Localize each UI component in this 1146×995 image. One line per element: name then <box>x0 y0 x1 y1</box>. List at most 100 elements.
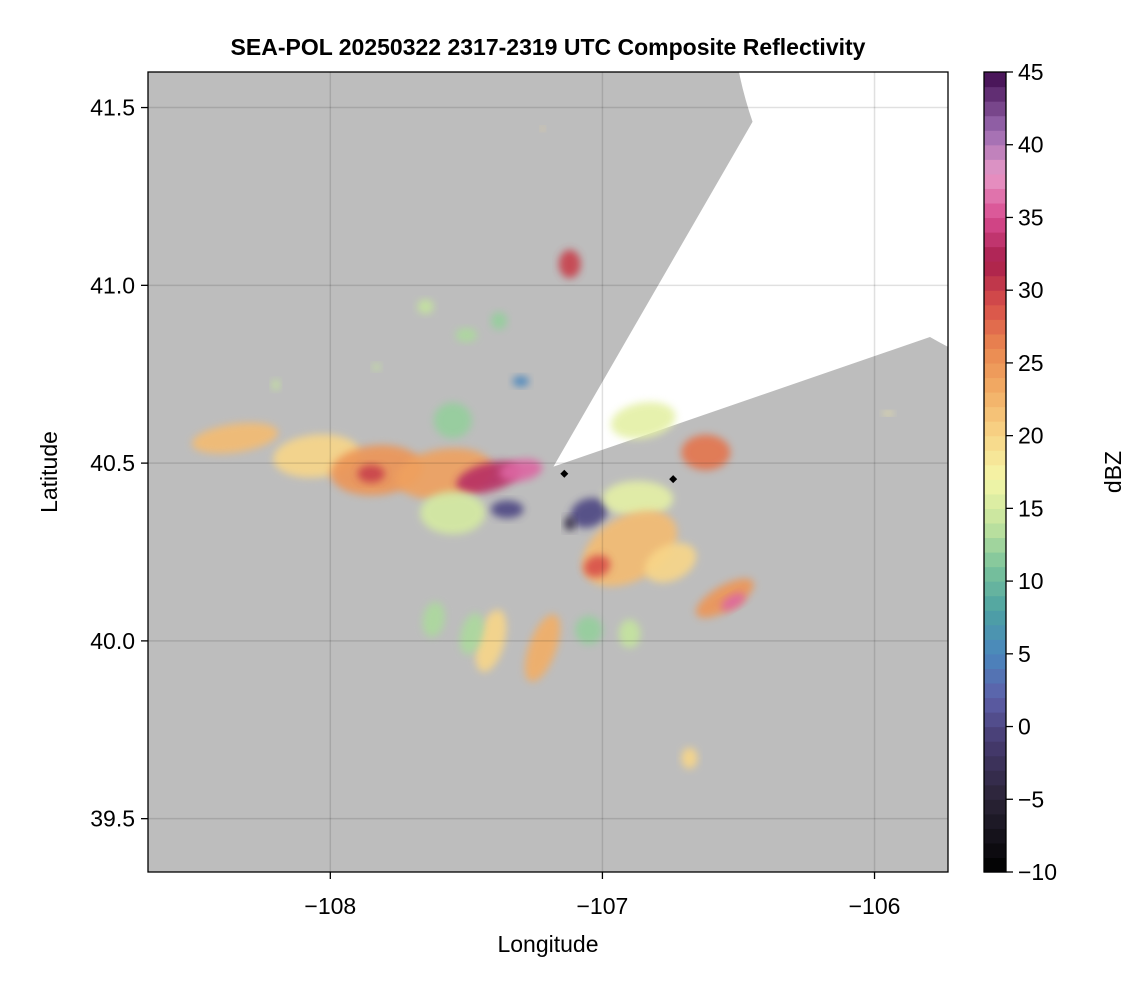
colorbar-segment-46 <box>984 188 1006 204</box>
colorbar-segment-36 <box>984 333 1006 349</box>
colorbar-segment-6 <box>984 770 1006 786</box>
echo-cell-17 <box>720 593 746 611</box>
colorbar-tick-label-6: 20 <box>1018 423 1044 449</box>
colorbar-frame <box>983 71 1007 873</box>
colorbar-segment-39 <box>984 290 1006 306</box>
colorbar-segment-11 <box>984 697 1006 713</box>
colorbar-segment-40 <box>984 275 1006 291</box>
y-tick-label-3: 41.0 <box>90 272 135 298</box>
colorbar-label: dBZ <box>1100 451 1126 493</box>
colorbar-segment-2 <box>984 828 1006 844</box>
echo-cell-28 <box>490 312 508 330</box>
colorbar-tick-label-3: 5 <box>1018 641 1031 667</box>
colorbar-segment-26 <box>984 479 1006 495</box>
x-tick-label-0: −108 <box>304 893 356 919</box>
colorbar-segment-5 <box>984 784 1006 800</box>
colorbar-segment-1 <box>984 842 1006 859</box>
colorbar-tick-label-0: −10 <box>1018 859 1057 885</box>
x-axis-label: Longitude <box>497 931 598 957</box>
y-tick-label-0: 39.5 <box>90 806 135 832</box>
reflectivity-echoes <box>191 126 894 769</box>
colorbar-segment-53 <box>984 86 1006 102</box>
colorbar-segment-38 <box>984 304 1006 320</box>
colorbar: −10 −5 0 5 10 15 20 25 30 35 40 45 <box>983 59 1057 885</box>
echo-cell-21 <box>459 612 484 655</box>
colorbar-segment-17 <box>984 610 1006 626</box>
colorbar-segment-23 <box>984 522 1006 539</box>
echo-cell-7 <box>420 491 486 535</box>
radar-coverage-area <box>553 72 948 467</box>
echo-cell-24 <box>575 616 603 645</box>
echo-cell-26 <box>558 249 581 279</box>
colorbar-tick-label-2: 0 <box>1018 714 1031 740</box>
colorbar-tick-label-5: 15 <box>1018 495 1044 521</box>
colorbar-segment-10 <box>984 712 1006 728</box>
echo-cell-18 <box>681 434 731 471</box>
colorbar-segment-49 <box>984 144 1006 160</box>
colorbar-segment-20 <box>984 566 1006 582</box>
echo-cell-3 <box>357 464 385 483</box>
colorbar-segment-27 <box>984 464 1006 480</box>
colorbar-segment-3 <box>984 813 1006 829</box>
echo-cell-22 <box>524 614 561 682</box>
colorbar-segment-31 <box>984 406 1006 422</box>
y-tick-label-4: 41.5 <box>90 95 135 121</box>
colorbar-tick-label-7: 25 <box>1018 350 1044 376</box>
echo-cell-33 <box>271 379 280 391</box>
echo-cell-10 <box>570 498 608 528</box>
colorbar-tick-label-1: −5 <box>1018 786 1044 812</box>
plot-frame <box>147 71 949 873</box>
colorbar-segment-21 <box>984 552 1006 568</box>
colorbar-segment-12 <box>984 682 1006 699</box>
location-markers <box>560 469 678 484</box>
colorbar-segment-4 <box>984 799 1006 815</box>
colorbar-segment-35 <box>984 348 1006 364</box>
colorbar-segment-14 <box>984 653 1006 669</box>
colorbar-segment-34 <box>984 362 1006 379</box>
colorbar-segment-18 <box>984 595 1006 611</box>
y-axis-ticks: 39.5 40.0 40.5 41.0 41.5 <box>90 95 148 832</box>
echo-cell-11 <box>564 516 576 531</box>
colorbar-segment-15 <box>984 639 1006 655</box>
colorbar-segment-54 <box>984 72 1006 88</box>
echo-cell-23 <box>422 601 445 638</box>
echo-cell-27 <box>681 747 698 769</box>
colorbar-segment-9 <box>984 726 1006 742</box>
colorbar-segment-41 <box>984 261 1006 277</box>
colorbar-segment-19 <box>984 581 1006 597</box>
colorbar-segment-8 <box>984 741 1006 757</box>
colorbar-tick-label-8: 30 <box>1018 277 1044 303</box>
y-tick-label-1: 40.0 <box>90 628 135 654</box>
colorbar-segment-24 <box>984 508 1006 524</box>
echo-cell-32 <box>372 363 381 371</box>
colorbar-segment-44 <box>984 217 1006 233</box>
echo-cell-31 <box>512 376 529 387</box>
colorbar-segment-50 <box>984 130 1006 146</box>
colorbar-segment-28 <box>984 450 1006 466</box>
colorbar-segment-32 <box>984 392 1006 408</box>
colorbar-segment-48 <box>984 159 1006 175</box>
x-tick-label-1: −107 <box>577 893 629 919</box>
marker-diamond-0 <box>560 469 569 478</box>
colorbar-tick-label-11: 45 <box>1018 59 1044 85</box>
colorbar-segment-0 <box>984 857 1006 873</box>
colorbar-segment-51 <box>984 115 1006 131</box>
colorbar-segment-33 <box>984 377 1006 393</box>
echo-cell-9 <box>433 402 472 439</box>
marker-diamond-1 <box>669 475 678 484</box>
x-tick-label-2: −106 <box>849 893 901 919</box>
echo-cell-19 <box>610 402 676 439</box>
colorbar-segment-45 <box>984 202 1006 219</box>
echo-cell-30 <box>417 299 434 314</box>
y-tick-label-2: 40.5 <box>90 450 135 476</box>
colorbar-segment-47 <box>984 173 1006 189</box>
colorbar-segment-22 <box>984 537 1006 553</box>
echo-cell-14 <box>583 555 611 578</box>
echo-cell-29 <box>455 328 478 343</box>
colorbar-segment-16 <box>984 624 1006 640</box>
x-axis-ticks: −108 −107 −106 <box>304 872 900 919</box>
echo-cell-16 <box>695 578 754 618</box>
colorbar-segment-43 <box>984 232 1006 248</box>
